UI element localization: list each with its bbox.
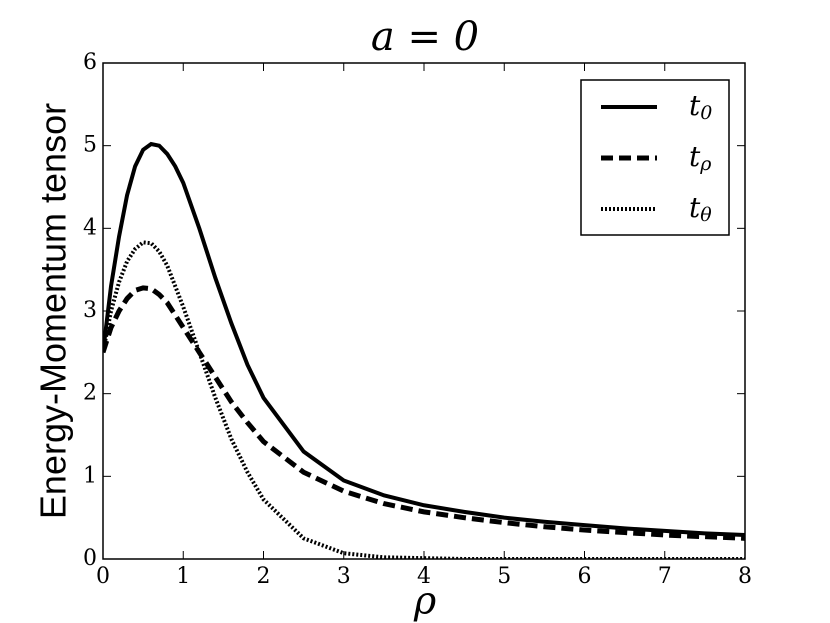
y-tick-label: 5 <box>83 133 97 158</box>
legend-label: tρ <box>689 140 712 176</box>
y-tick-label: 2 <box>83 381 97 406</box>
legend-label: t0 <box>689 89 712 125</box>
y-tick-label: 3 <box>83 298 97 323</box>
x-tick-label: 0 <box>96 564 110 589</box>
y-tick-label: 6 <box>83 50 97 75</box>
y-tick-label: 4 <box>83 215 97 240</box>
series-line <box>103 285 745 541</box>
y-tick-label: 0 <box>83 546 97 571</box>
x-tick-label: 5 <box>497 564 511 589</box>
x-axis-label: ρ <box>413 579 437 623</box>
x-tick-label: 8 <box>738 564 752 589</box>
y-tick-label: 1 <box>83 463 97 488</box>
x-tick-label: 2 <box>257 564 271 589</box>
x-tick-label: 4 <box>417 564 431 589</box>
x-tick-label: 3 <box>337 564 351 589</box>
y-axis-label: Energy-Momentum tensor <box>33 103 74 519</box>
x-tick-label: 1 <box>176 564 190 589</box>
x-tick-label: 7 <box>658 564 672 589</box>
legend-label: tθ <box>689 191 712 227</box>
series-line <box>103 141 745 538</box>
x-tick-label: 6 <box>578 564 592 589</box>
chart-title: a = 0 <box>371 14 479 60</box>
